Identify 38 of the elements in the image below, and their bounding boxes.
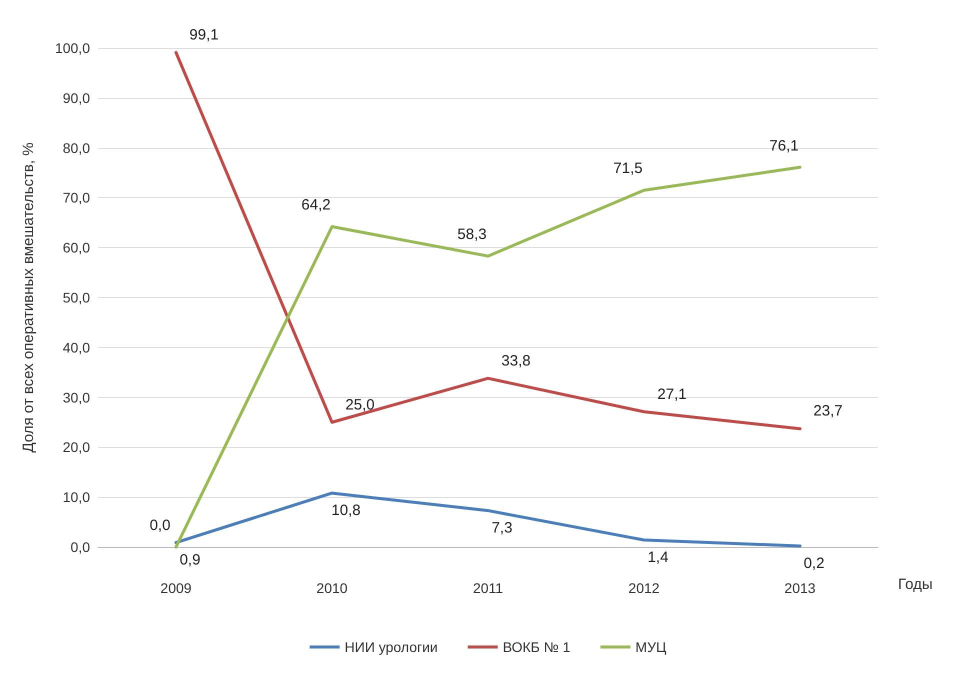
legend-label: НИИ урологии xyxy=(344,639,438,655)
y-tick-label: 20,0 xyxy=(62,439,90,456)
data-label: 99,1 xyxy=(189,26,219,44)
y-tick-label: 30,0 xyxy=(62,389,90,406)
legend-label: ВОКБ № 1 xyxy=(502,639,571,655)
data-label: 64,2 xyxy=(301,196,331,214)
x-tick-label: 2009 xyxy=(160,580,192,596)
data-label: 10,8 xyxy=(331,502,361,520)
data-label: 33,8 xyxy=(501,352,531,370)
x-tick-label: 2011 xyxy=(472,580,504,596)
y-tick-label: 50,0 xyxy=(62,290,90,306)
y-tick-label: 60,0 xyxy=(62,240,90,256)
legend-label: МУЦ xyxy=(635,639,667,655)
data-label: 1,4 xyxy=(648,549,668,566)
data-label: 76,1 xyxy=(769,137,799,154)
data-label: 7,3 xyxy=(492,520,512,537)
y-tick-label: 80,0 xyxy=(62,140,90,156)
y-axis-title: Доля от всех оперативных вмешательств, % xyxy=(20,142,37,453)
data-label: 0,0 xyxy=(150,517,170,534)
data-label: 71,5 xyxy=(613,160,643,178)
x-tick-label: 2012 xyxy=(628,580,660,596)
x-tick-label: 2013 xyxy=(784,580,816,596)
y-tick-label: 10,0 xyxy=(62,489,90,506)
x-tick-label: 2010 xyxy=(316,580,348,596)
y-tick-label: 70,0 xyxy=(62,190,90,206)
line-series xyxy=(174,492,802,548)
data-label: 58,3 xyxy=(457,226,487,244)
y-tick-label: 90,0 xyxy=(62,90,90,106)
y-tick-label: 100,0 xyxy=(54,40,90,56)
data-label: 27,1 xyxy=(657,386,687,403)
x-axis-title: Годы xyxy=(898,576,933,593)
y-tick-label: 0,0 xyxy=(70,539,90,555)
data-label: 0,2 xyxy=(804,555,824,572)
data-label: 23,7 xyxy=(813,402,843,420)
data-label: 0,9 xyxy=(180,552,200,569)
data-label: 25,0 xyxy=(345,396,375,414)
line-series xyxy=(174,50,802,430)
y-tick-label: 40,0 xyxy=(62,339,90,356)
